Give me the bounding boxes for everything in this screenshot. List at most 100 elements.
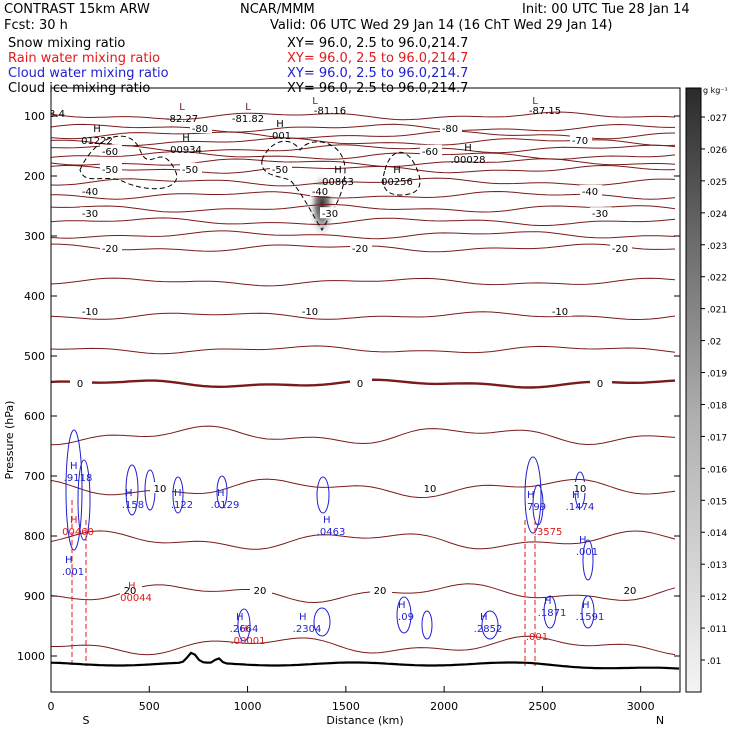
label-bg: [300, 305, 322, 316]
high-marker: H: [299, 612, 307, 623]
cloud-water-contour: [172, 476, 184, 514]
label-bg: [310, 185, 332, 196]
cloud-water-contour: [396, 596, 412, 634]
colorbar-label: .025: [707, 178, 727, 188]
field-xy-black: XY= 96.0, 2.5 to 96.0,214.7: [287, 36, 468, 51]
y-tick-label: 300: [24, 230, 45, 243]
cloud-water-max-label: .1591: [576, 612, 605, 623]
cloud-ice-max-label: 00934: [170, 145, 202, 156]
colorbar-label: .017: [707, 433, 727, 443]
high-marker: H: [240, 624, 248, 635]
label-bg: [440, 122, 462, 133]
isotherm-label: -10: [552, 307, 568, 318]
label-bg: [420, 482, 442, 493]
label-bg: [70, 377, 92, 388]
organization: NCAR/MMM: [240, 2, 315, 17]
high-marker: H: [334, 165, 342, 176]
isotherm-line: [51, 203, 676, 213]
colorbar-label: .021: [707, 306, 727, 316]
label-bg: [100, 162, 122, 174]
terrain-line: [51, 651, 680, 670]
colorbar-label: .016: [707, 465, 727, 475]
isotherm-label: 0: [357, 379, 363, 390]
label-bg: [80, 185, 102, 196]
cloud-water-max-label: .158: [122, 500, 144, 511]
isotherm-label: -80: [442, 124, 458, 135]
contour-labels: -80 -80 -70 -60 -60 -50 -50 -50 -40 -40 -40 -30 -30 -…: [51, 96, 642, 647]
y-tick-label: 400: [24, 290, 45, 303]
cloud-ice-contour: [79, 135, 178, 190]
y-axis-label: Pressure (hPa): [3, 401, 16, 480]
forecast-hour: Fcst: 30 h: [4, 18, 68, 33]
cloud-ice-max-label: 01222: [81, 136, 113, 147]
high-marker: H: [182, 133, 190, 144]
label-bg: [610, 242, 632, 253]
label-bg: [590, 207, 612, 219]
cloud-ice-max-label: 00863: [322, 177, 354, 188]
cloud-ice-contours: [79, 135, 421, 232]
high-marker: H: [464, 143, 472, 154]
high-marker: H: [572, 490, 580, 501]
rain-water-max-label: .00001: [231, 636, 266, 647]
isotherm-line: [51, 190, 676, 200]
cloud-water-max-label: .122: [171, 500, 193, 511]
isotherm-label: -40: [582, 187, 598, 198]
colorbar-label: .02: [707, 338, 721, 348]
cloud-water-max-label: .2852: [474, 624, 503, 635]
cloud-water-contour: [77, 459, 91, 541]
label-bg: [150, 482, 172, 493]
high-marker: H: [236, 612, 244, 623]
isotherm-label: -10: [302, 307, 318, 318]
high-marker: H: [276, 119, 284, 130]
endpoint-south: S: [83, 714, 90, 727]
colorbar: g kg⁻¹ .027 .026 .025 .024 .023 .022 .021 .02 .0…: [685, 86, 728, 693]
cloud-water-contour: [316, 476, 330, 514]
colorbar-label: .011: [707, 625, 727, 635]
y-tick-label: 1000: [17, 650, 45, 663]
x-tick-label: 3000: [627, 700, 655, 713]
minimum-label: -82.27: [166, 114, 198, 125]
isotherm-label: 0: [597, 379, 603, 390]
colorbar-label: .019: [707, 370, 727, 380]
high-marker: H: [579, 535, 587, 546]
label-bg: [420, 144, 442, 156]
isotherm-line: [51, 217, 676, 226]
label-bg: [80, 207, 102, 219]
label-bg: [580, 185, 602, 196]
cloud-ice-max-label: .001: [269, 131, 291, 142]
high-marker: H: [70, 461, 78, 472]
cloud-water-max-label: .1871: [538, 608, 567, 619]
plot-area: -80 -80 -70 -60 -60 -50 -50 -50 -40 -40 -40 -30 -30 -…: [51, 96, 680, 670]
isotherm-line: [51, 230, 676, 240]
isotherm-label: -50: [102, 165, 118, 176]
high-marker: H: [128, 581, 136, 592]
isotherm-label: -50: [272, 165, 288, 176]
high-marker: H: [582, 600, 590, 611]
isotherm-line: [51, 635, 676, 656]
label-bg: [350, 242, 372, 253]
cloud-water-max-label: .0463: [317, 527, 346, 538]
cloud-water-max-label: .2304: [293, 624, 322, 635]
x-tick-label: 2000: [430, 700, 458, 713]
isotherm-label: -60: [422, 147, 438, 158]
colorbar-label: .024: [707, 210, 727, 220]
cloud-water-max-label: .799: [524, 502, 546, 513]
colorbar-units: g kg⁻¹: [703, 86, 728, 95]
isotherm-label: 10: [154, 484, 167, 495]
label-bg: [320, 207, 342, 219]
rain-water-max-label: 00460: [62, 527, 94, 538]
isotherm-label: 10: [574, 484, 587, 495]
isotherm-line: [51, 111, 676, 121]
colorbar-label: .023: [707, 242, 727, 252]
cloud-water-max-label: .001: [576, 547, 598, 558]
model-title: CONTRAST 15km ARW: [4, 2, 150, 17]
cloud-ice-max-label: 00256: [381, 177, 413, 188]
isotherm-line: [51, 144, 676, 154]
isotherm-label: -10: [82, 307, 98, 318]
isotherm-label: -30: [592, 209, 608, 220]
high-marker: H: [217, 488, 225, 499]
isotherm-label: -60: [102, 147, 118, 158]
label-bg: [100, 242, 122, 253]
cloud-water-contour: [532, 484, 544, 526]
cloud-ice-max-label: .00028: [451, 155, 486, 166]
